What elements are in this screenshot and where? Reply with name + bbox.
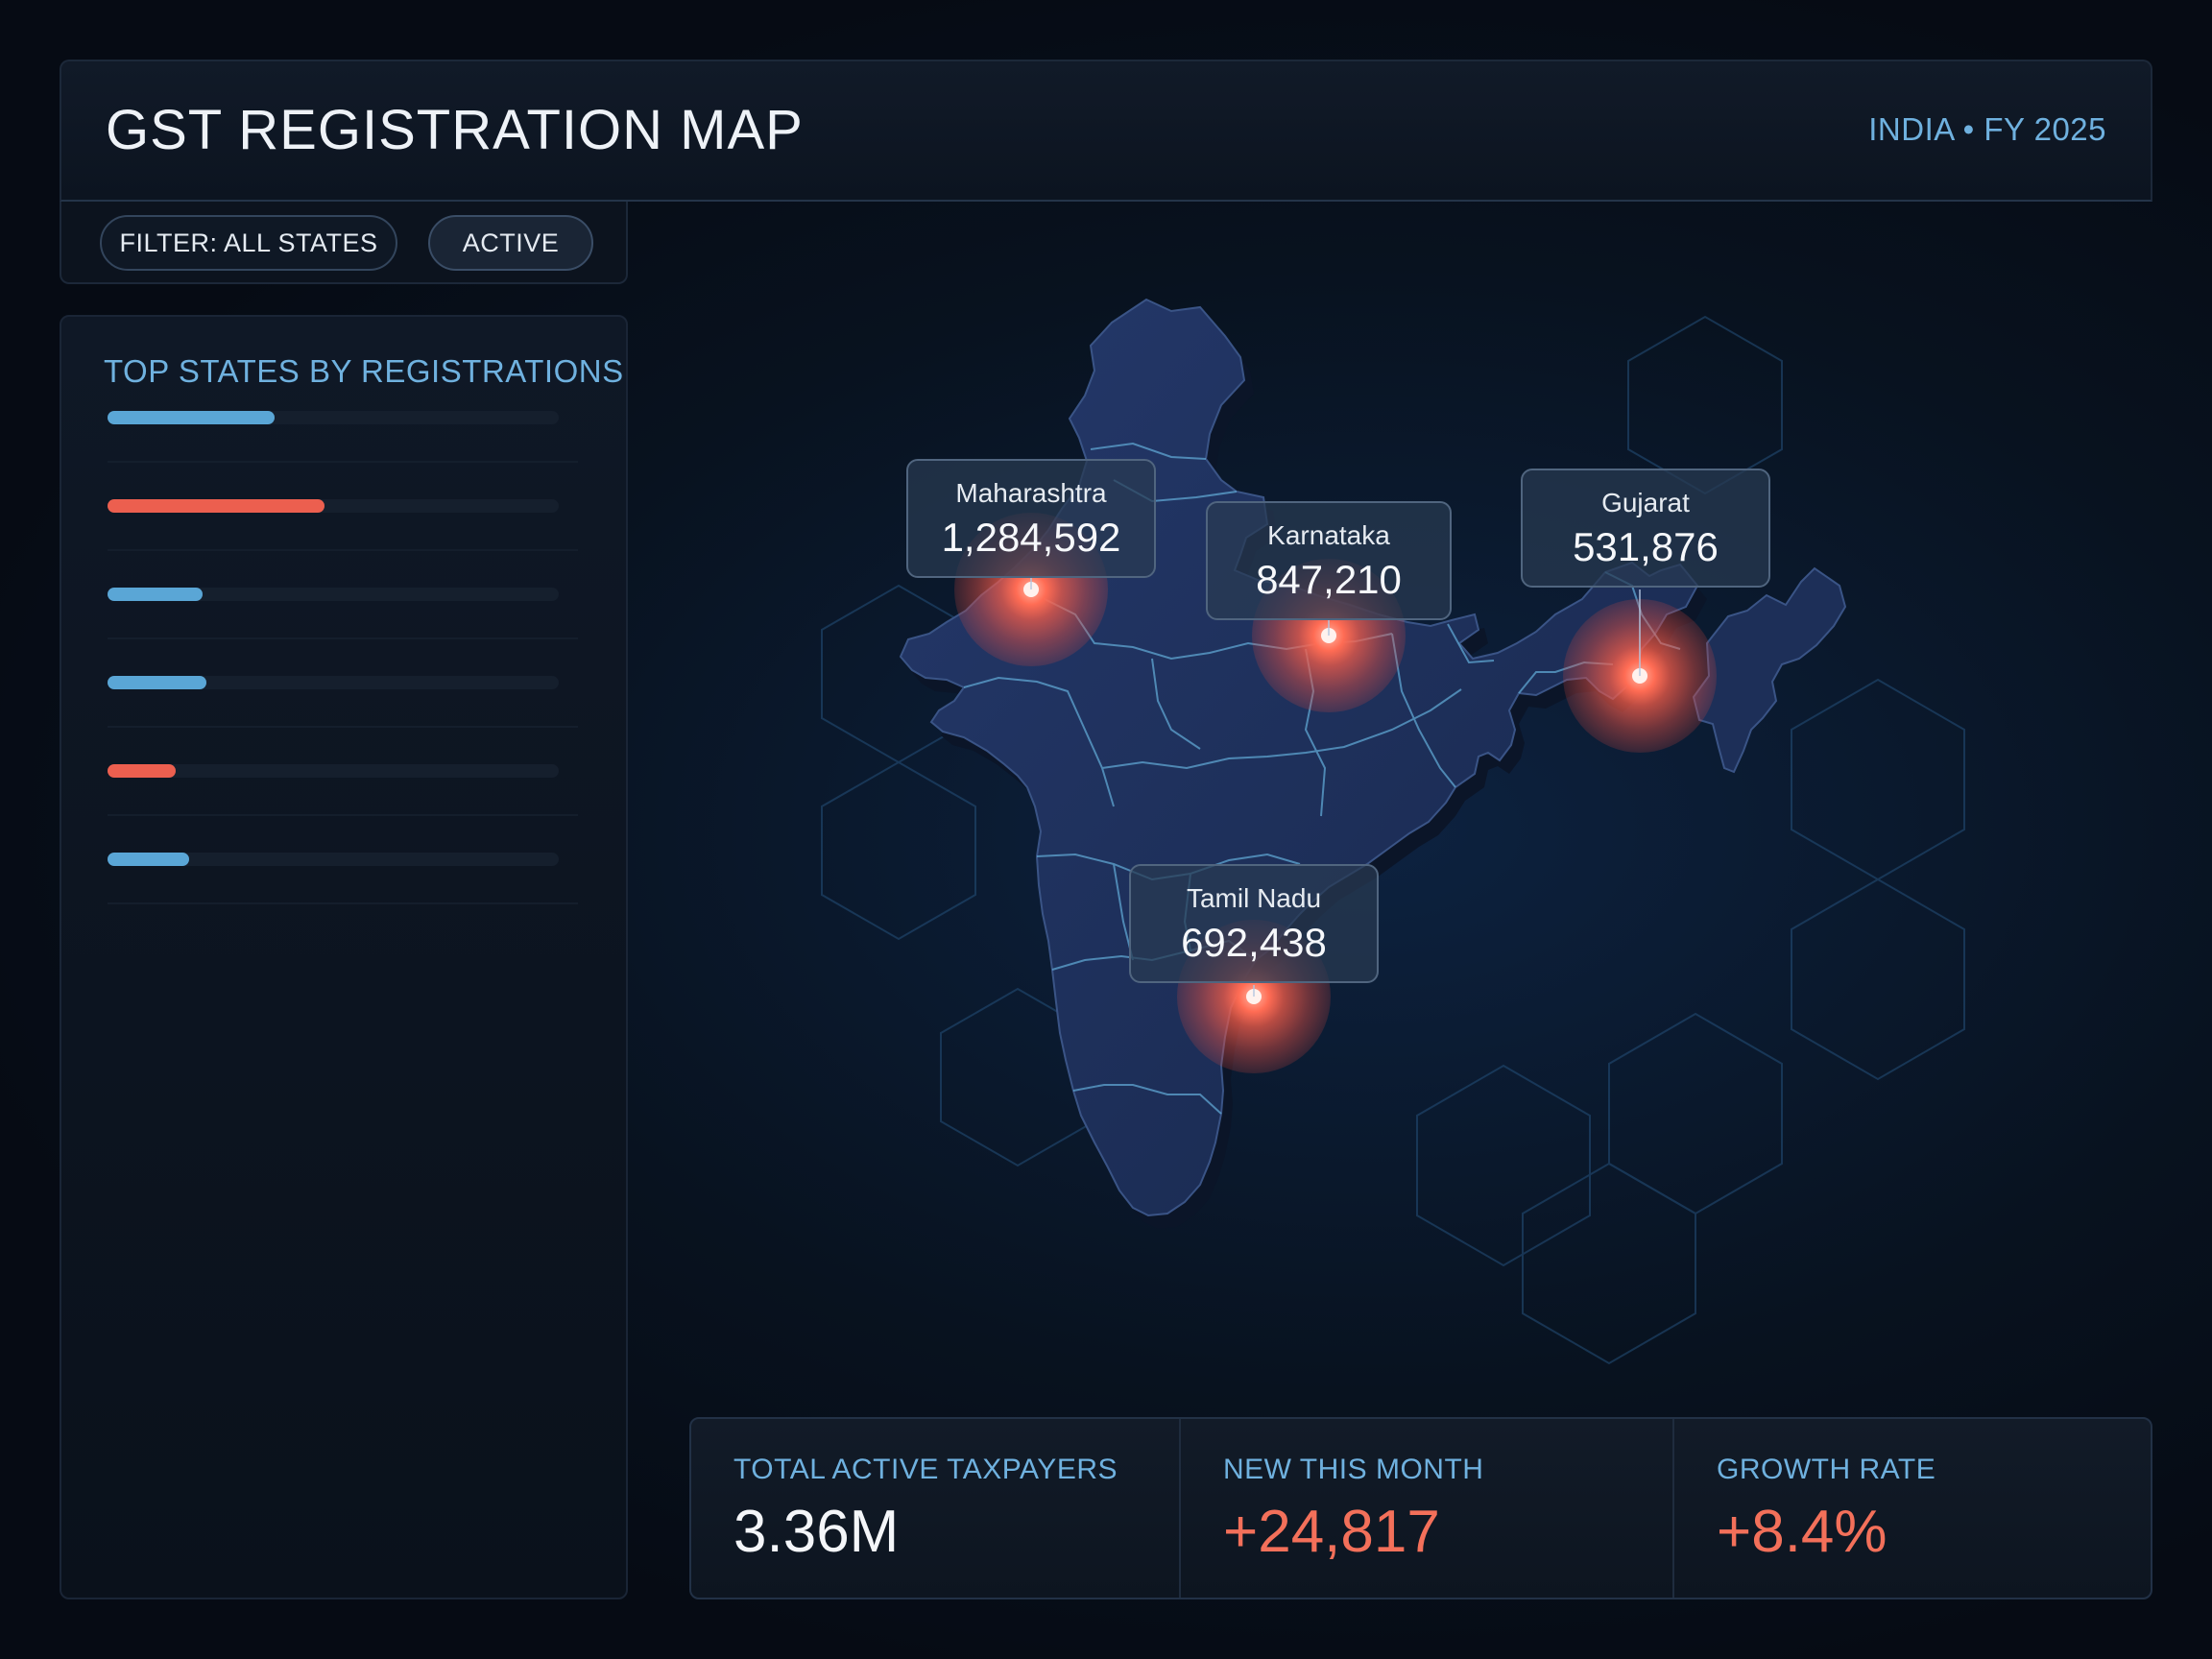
bar-track: [108, 588, 559, 601]
callout-state-name: Gujarat: [1601, 488, 1690, 517]
bar-track: [108, 676, 559, 689]
stat-value: +8.4%: [1717, 1499, 1887, 1565]
india-map[interactable]: Maharashtra 1,284,592 Karnataka 847,210 …: [634, 192, 2170, 1402]
callout-state-name: Tamil Nadu: [1186, 883, 1322, 913]
callout-tamil-nadu[interactable]: Tamil Nadu 692,438: [1129, 864, 1379, 983]
hotspot-dot: [1246, 989, 1262, 1004]
callout-leader: [1639, 589, 1641, 676]
page-title: GST REGISTRATION MAP: [106, 99, 804, 161]
map-graphic: [821, 298, 1965, 1365]
bar-fill: [108, 588, 203, 601]
stat-label: NEW THIS MONTH: [1223, 1454, 1484, 1485]
stat-label: TOTAL ACTIVE TAXPAYERS: [733, 1454, 1118, 1485]
stat-total-active: TOTAL ACTIVE TAXPAYERS 3.36M: [691, 1419, 1179, 1598]
bar-track: [108, 411, 559, 424]
bar-track: [108, 499, 559, 513]
stat-growth-rate: GROWTH RATE +8.4%: [1672, 1419, 2152, 1598]
state-bar-row[interactable]: [108, 639, 578, 728]
stat-value: 3.36M: [733, 1499, 900, 1565]
callout-state-name: Maharashtra: [955, 478, 1107, 508]
panel-title: TOP STATES BY REGISTRATIONS: [104, 353, 624, 389]
map-land: [899, 298, 1699, 1217]
state-bar-row[interactable]: [108, 816, 578, 904]
hotspot-dot: [1321, 628, 1336, 643]
state-bar-row[interactable]: [108, 463, 578, 551]
bar-track: [108, 853, 559, 866]
top-states-panel: TOP STATES BY REGISTRATIONS: [60, 315, 628, 1599]
state-bar-row[interactable]: [108, 551, 578, 639]
bar-fill: [108, 676, 206, 689]
hotspot-dot: [1023, 582, 1039, 597]
filter-states-button[interactable]: FILTER: ALL STATES: [100, 215, 397, 271]
stat-label: GROWTH RATE: [1717, 1454, 1936, 1485]
callout-state-value: 692,438: [1181, 920, 1327, 965]
callout-maharashtra[interactable]: Maharashtra 1,284,592: [906, 459, 1156, 578]
filter-bar: FILTER: ALL STATES ACTIVE: [60, 202, 628, 284]
hotspot-dot: [1632, 668, 1647, 684]
state-bar-row[interactable]: [108, 728, 578, 816]
bar-fill: [108, 499, 325, 513]
bar-fill: [108, 853, 189, 866]
callout-leader: [1328, 620, 1330, 636]
callout-state-value: 531,876: [1573, 524, 1719, 569]
callout-state-value: 847,210: [1256, 557, 1402, 602]
callout-state-name: Karnataka: [1267, 520, 1390, 550]
callout-state-value: 1,284,592: [941, 515, 1121, 560]
state-bar-row[interactable]: [108, 374, 578, 463]
stat-value: +24,817: [1223, 1499, 1440, 1565]
bar-fill: [108, 411, 275, 424]
callout-gujarat[interactable]: Gujarat 531,876: [1521, 469, 1770, 588]
bar-track: [108, 764, 559, 778]
active-toggle-button[interactable]: ACTIVE: [428, 215, 593, 271]
map-northeast: [1692, 566, 1847, 774]
callout-karnataka[interactable]: Karnataka 847,210: [1206, 501, 1452, 620]
bar-fill: [108, 764, 176, 778]
header-bar: GST REGISTRATION MAP INDIA • FY 2025: [60, 60, 2152, 202]
stats-bar: TOTAL ACTIVE TAXPAYERS 3.36M NEW THIS MO…: [689, 1417, 2152, 1599]
stat-new-this-month: NEW THIS MONTH +24,817: [1179, 1419, 1672, 1598]
callout-leader: [1030, 578, 1032, 589]
region-year-label: INDIA • FY 2025: [1868, 111, 2106, 147]
callout-leader: [1253, 985, 1255, 997]
